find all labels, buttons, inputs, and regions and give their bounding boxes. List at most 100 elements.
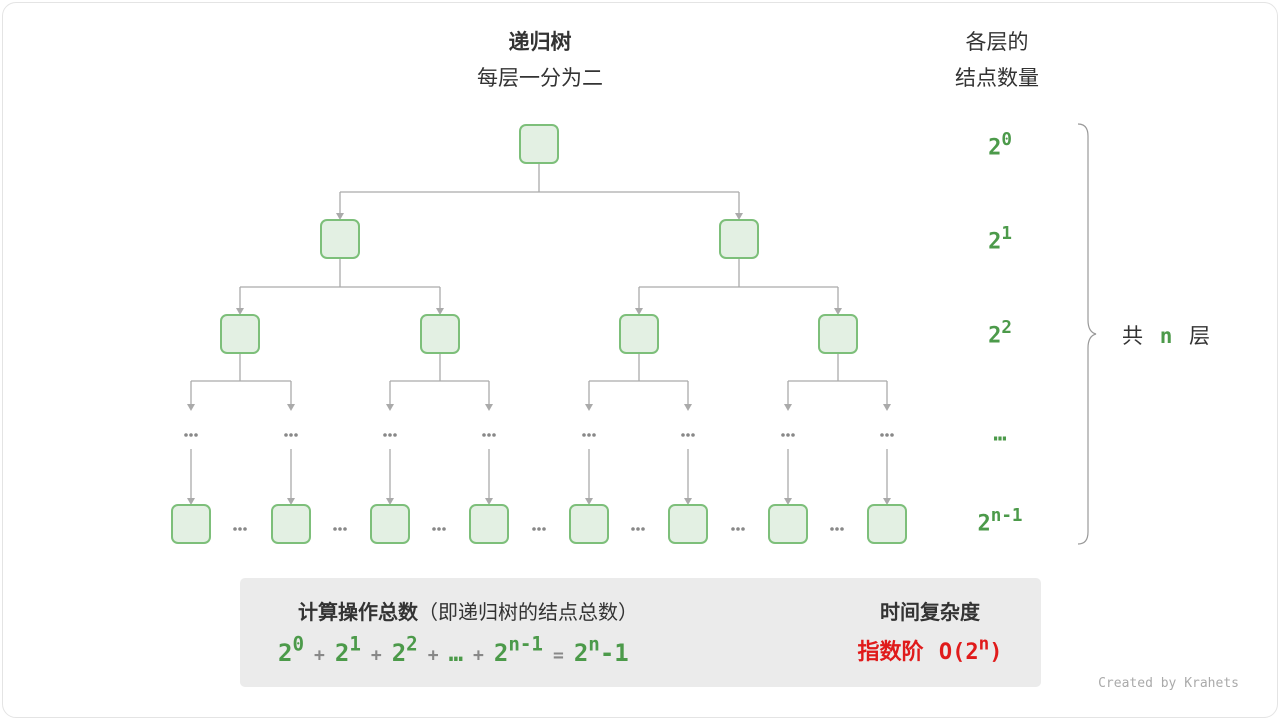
tree-node (569, 504, 609, 544)
credit: Created by Krahets (1098, 676, 1239, 691)
arrow-head (784, 498, 792, 505)
arrow-head (287, 498, 295, 505)
count-base: 2 (988, 323, 1002, 349)
ellipsis-dot (691, 433, 695, 437)
complexity-name: 指数阶 (857, 640, 924, 665)
ellipsis-dot (289, 433, 293, 437)
ellipsis-dot (194, 433, 198, 437)
ellipsis-dot (741, 527, 745, 531)
sum-term: 21 (334, 632, 361, 667)
sum-result: 2n-1 (573, 632, 629, 667)
notation-post: ) (989, 640, 1003, 665)
ellipsis-dot (189, 433, 193, 437)
ellipsis-dot (492, 433, 496, 437)
tree-node (320, 219, 360, 259)
arrow-head (436, 308, 444, 315)
edge (788, 353, 887, 382)
arrow-head (386, 404, 394, 411)
ellipsis-dot (343, 527, 347, 531)
tree-node (220, 314, 260, 354)
ellipsis-dot (233, 527, 237, 531)
tree-node (271, 504, 311, 544)
ellipsis-dot (338, 527, 342, 531)
term-exp: 2 (406, 632, 418, 655)
count-exp: 2 (1001, 318, 1012, 338)
ellipsis-dot (542, 527, 546, 531)
summary-heading-paren: （即递归树的结点总数） (418, 600, 638, 624)
arrow-head (485, 498, 493, 505)
ellipsis-dot (383, 433, 387, 437)
brace (1077, 123, 1097, 545)
summary-panel: 计算操作总数（即递归树的结点总数） 20+ 21+ 22+… +2n-1= 2n-1 时… (240, 578, 1041, 687)
arrow-head (784, 404, 792, 411)
tree-node (420, 314, 460, 354)
ellipsis-dot (641, 527, 645, 531)
ellipsis-dot (437, 527, 441, 531)
complexity-value: 指数阶 O(2n) (840, 634, 1020, 666)
arrow-head (386, 498, 394, 505)
ellipsis-dot (636, 527, 640, 531)
arrow-head (236, 308, 244, 315)
ellipsis-dot (890, 433, 894, 437)
arrow-head (485, 404, 493, 411)
tree-node (719, 219, 759, 259)
tree-node (171, 504, 211, 544)
complexity-heading: 时间复杂度 (880, 600, 980, 624)
arrow-head (585, 404, 593, 411)
edge (340, 163, 739, 193)
arrow-head (834, 308, 842, 315)
term-base: 2 (391, 638, 407, 667)
ellipsis-dot (592, 433, 596, 437)
term-exp: 1 (349, 632, 361, 655)
ellipsis-dot (885, 433, 889, 437)
arrow-head (684, 498, 692, 505)
tree-node (469, 504, 509, 544)
count-base: 2 (977, 511, 991, 537)
result-exp: n (588, 632, 600, 655)
level-count: … (940, 416, 1060, 447)
ellipsis-dot (681, 433, 685, 437)
notation-pre: O(2 (938, 640, 979, 665)
edge (191, 353, 291, 382)
complexity-notation: O(2n) (938, 634, 1003, 665)
summary-heading-main: 计算操作总数 (298, 600, 418, 624)
right-header-line1: 各层的 (965, 30, 1029, 54)
brace-label: 共 n 层 (1122, 320, 1210, 350)
count-exp: n-1 (990, 506, 1023, 526)
ellipsis-dot (487, 433, 491, 437)
sum-term: … (449, 639, 463, 667)
tree-node (867, 504, 907, 544)
sum-term: 2n-1 (494, 632, 543, 667)
summary-heading: 计算操作总数（即递归树的结点总数） (298, 596, 638, 625)
brace-label-n: n (1159, 324, 1173, 348)
edge (240, 258, 440, 288)
ellipsis-dot (482, 433, 486, 437)
ellipsis-dot (388, 433, 392, 437)
arrow-head (883, 404, 891, 411)
edge (390, 353, 489, 382)
plus-sign: + (473, 644, 484, 666)
result-base: 2 (573, 638, 589, 667)
ellipsis-dot (736, 527, 740, 531)
term-exp: n-1 (508, 632, 543, 655)
tree-node (619, 314, 659, 354)
ellipsis-dot (786, 433, 790, 437)
ellipsis-dot (587, 433, 591, 437)
sum-term: 22 (391, 632, 418, 667)
arrow-head (585, 498, 593, 505)
arrow-head (883, 498, 891, 505)
ellipsis-dot (582, 433, 586, 437)
ellipsis-dot (238, 527, 242, 531)
ellipsis-dot (781, 433, 785, 437)
edge (589, 353, 688, 382)
ellipsis-dot (686, 433, 690, 437)
brace-label-pre: 共 (1122, 324, 1143, 348)
arrow-head (287, 404, 295, 411)
ellipsis-dot (880, 433, 884, 437)
ellipsis-dot (537, 527, 541, 531)
term-base: 2 (334, 638, 350, 667)
plus-sign: + (427, 644, 439, 666)
plus-sign: + (314, 644, 325, 666)
